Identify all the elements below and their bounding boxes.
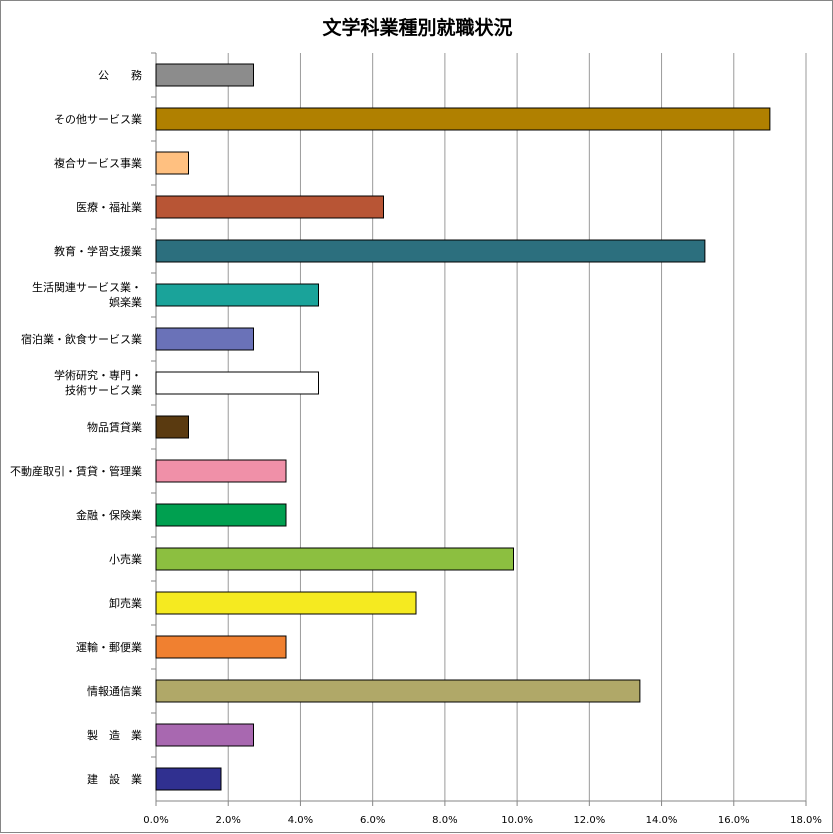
bar [155,723,254,747]
bar [155,503,287,527]
bar [155,679,641,703]
bar [155,459,287,483]
x-tick-label: 14.0% [646,815,678,826]
category-label: 公 務 [98,68,142,82]
category-label: 建 設 業 [87,772,142,786]
bar [155,371,319,395]
x-tick-label: 12.0% [573,815,605,826]
category-label: 生活関連サービス業・ 娯楽業 [32,281,142,309]
x-tick-label: 0.0% [143,815,168,826]
category-label: 運輸・郵便業 [76,640,142,654]
x-tick-label: 10.0% [501,815,533,826]
category-label: 教育・学習支援業 [54,244,142,258]
category-label: 卸売業 [109,596,142,610]
bar [155,63,254,87]
bar [155,239,706,263]
x-tick-label: 6.0% [360,815,385,826]
category-label: その他サービス業 [54,112,142,126]
bar [155,151,189,175]
x-tick-label: 16.0% [718,815,750,826]
x-tick-label: 4.0% [288,815,313,826]
x-tick-label: 2.0% [216,815,241,826]
bar [155,107,771,131]
bar [155,767,222,791]
category-label: 金融・保険業 [76,508,142,522]
chart-title: 文学科業種別就職状況 [322,17,513,39]
category-label: 不動産取引・賃貸・管理業 [10,464,142,478]
bar [155,195,384,219]
category-label: 複合サービス事業 [54,156,142,170]
bar [155,591,417,615]
category-label: 情報通信業 [87,684,142,698]
bar [155,635,287,659]
bar [155,415,189,439]
bar [155,283,319,307]
category-label: 小売業 [109,552,142,566]
category-label: 物品賃貸業 [87,420,142,434]
x-tick-label: 8.0% [432,815,457,826]
bar [155,327,254,351]
x-tick-label: 18.0% [790,815,822,826]
category-label: 宿泊業・飲食サービス業 [21,332,142,346]
category-label: 医療・福祉業 [76,200,142,214]
bar [155,547,514,571]
category-label: 学術研究・専門・ 技術サービス業 [54,369,142,397]
category-label: 製 造 業 [87,728,142,742]
